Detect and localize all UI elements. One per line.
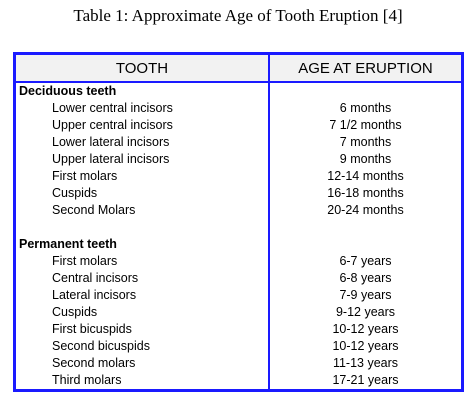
- age-cell: 9-12 years: [335, 305, 396, 319]
- age-cell: 20-24 months: [327, 203, 404, 217]
- tooth-cell: Upper central incisors: [14, 117, 270, 134]
- data-row: Second molars 11-13 years: [14, 355, 463, 372]
- cell: [269, 219, 463, 236]
- section-row: Permanent teeth: [14, 236, 463, 253]
- data-row: Third molars 17-21 years: [14, 372, 463, 391]
- section-title: Deciduous teeth: [14, 82, 270, 100]
- section-title: Permanent teeth: [14, 236, 270, 253]
- age-cell: 10-12 years: [332, 339, 399, 353]
- cell: [14, 219, 270, 236]
- data-row: First molars 6-7 years: [14, 253, 463, 270]
- tooth-cell: Second bicuspids: [14, 338, 270, 355]
- data-row: First bicuspids 10-12 years: [14, 321, 463, 338]
- data-row: Lateral incisors 7-9 years: [14, 287, 463, 304]
- tooth-cell: First molars: [14, 253, 270, 270]
- age-cell: 10-12 years: [332, 322, 399, 336]
- tooth-cell: Second molars: [14, 355, 270, 372]
- data-row: Upper central incisors 7 1/2 months: [14, 117, 463, 134]
- table-body: Deciduous teeth Lower central incisors 6 m…: [14, 82, 463, 391]
- data-row: Cuspids 16-18 months: [14, 185, 463, 202]
- tooth-cell: Second Molars: [14, 202, 270, 219]
- cell: [269, 82, 463, 100]
- data-row: Lower lateral incisors 7 months: [14, 134, 463, 151]
- tooth-cell: Third molars: [14, 372, 270, 391]
- data-row: Central incisors 6-8 years: [14, 270, 463, 287]
- age-cell: 9 months: [339, 152, 392, 166]
- cell: [269, 236, 463, 253]
- tooth-cell: Cuspids: [14, 185, 270, 202]
- age-cell: 7 months: [339, 135, 392, 149]
- header-cell: AGE AT ERUPTION: [269, 53, 463, 83]
- age-cell: 11-13 years: [332, 356, 399, 370]
- age-cell: 6-7 years: [339, 254, 392, 268]
- data-row: First molars 12-14 months: [14, 168, 463, 185]
- data-row: Cuspids 9-12 years: [14, 304, 463, 321]
- tooth-cell: Central incisors: [14, 270, 270, 287]
- age-cell: 16-18 months: [327, 186, 404, 200]
- age-cell: 7-9 years: [339, 288, 392, 302]
- eruption-table: TOOTH AGE AT ERUPTION Deciduous teeth Low…: [13, 52, 464, 392]
- header-row: TOOTH AGE AT ERUPTION: [14, 53, 463, 83]
- tooth-cell: Lower lateral incisors: [14, 134, 270, 151]
- tooth-cell: Lateral incisors: [14, 287, 270, 304]
- section-row: Deciduous teeth: [14, 82, 463, 100]
- age-cell: 7 1/2 months: [329, 118, 402, 132]
- spacer-row: [14, 219, 463, 236]
- table-title: Table 1: Approximate Age of Tooth Erupti…: [73, 6, 403, 25]
- tooth-cell: Lower central incisors: [14, 100, 270, 117]
- age-cell: 6 months: [339, 101, 392, 115]
- data-row: Second Molars 20-24 months: [14, 202, 463, 219]
- data-row: Upper lateral incisors 9 months: [14, 151, 463, 168]
- age-cell: 17-21 years: [332, 373, 399, 387]
- data-row: Second bicuspids 10-12 years: [14, 338, 463, 355]
- age-cell: 12-14 months: [327, 169, 404, 183]
- tooth-cell: First bicuspids: [14, 321, 270, 338]
- age-cell: 6-8 years: [339, 271, 392, 285]
- tooth-cell: Cuspids: [14, 304, 270, 321]
- tooth-cell: First molars: [14, 168, 270, 185]
- tooth-cell: Upper lateral incisors: [14, 151, 270, 168]
- data-row: Lower central incisors 6 months: [14, 100, 463, 117]
- header-cell: TOOTH: [14, 53, 270, 83]
